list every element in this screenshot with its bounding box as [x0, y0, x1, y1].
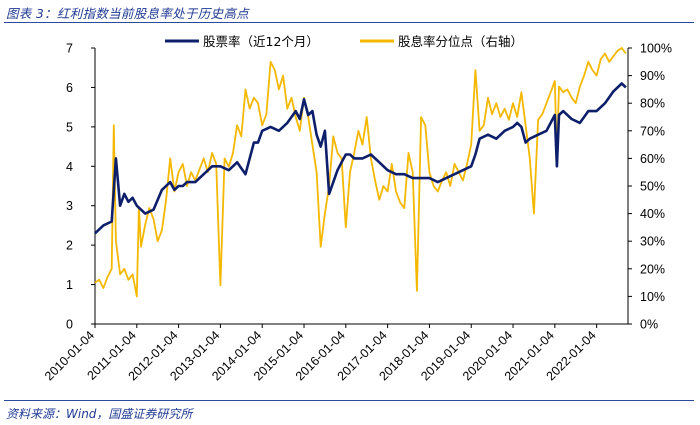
legend-label-percentile: 股息率分位点（右轴） — [398, 34, 523, 49]
y-tick-right-label: 20% — [640, 262, 665, 276]
y-tick-right-label: 10% — [640, 290, 665, 304]
footer-rule — [4, 400, 694, 401]
legend-label-dividend-yield: 股票率（近12个月） — [203, 34, 319, 49]
y-tick-right-label: 40% — [640, 207, 665, 221]
y-tick-right-label: 60% — [640, 152, 665, 166]
series-line-percentile — [94, 47, 627, 298]
source-note: 资料来源：Wind，国盛证券研究所 — [6, 407, 193, 421]
y-tick-left-label: 6 — [66, 81, 73, 95]
y-tick-right-label: 100% — [640, 42, 672, 56]
y-tick-left-label: 2 — [66, 239, 73, 253]
y-tick-left-label: 1 — [66, 278, 73, 292]
y-tick-left-label: 4 — [66, 160, 73, 174]
y-tick-left-label: 7 — [66, 42, 73, 56]
y-tick-right-label: 70% — [640, 124, 665, 138]
y-tick-left-label: 0 — [66, 318, 73, 332]
y-tick-right-label: 80% — [640, 97, 665, 111]
figure-title: 图表 3：红利指数当前股息率处于历史高点 — [6, 6, 249, 21]
y-tick-left-label: 5 — [66, 120, 73, 134]
y-tick-left-label: 3 — [66, 199, 73, 213]
y-tick-right-label: 50% — [640, 180, 665, 194]
y-tick-right-label: 30% — [640, 235, 665, 249]
series-line-dividend-yield — [94, 82, 627, 235]
title-rule — [4, 22, 694, 23]
y-tick-right-label: 0% — [640, 318, 658, 332]
y-tick-right-label: 90% — [640, 69, 665, 83]
